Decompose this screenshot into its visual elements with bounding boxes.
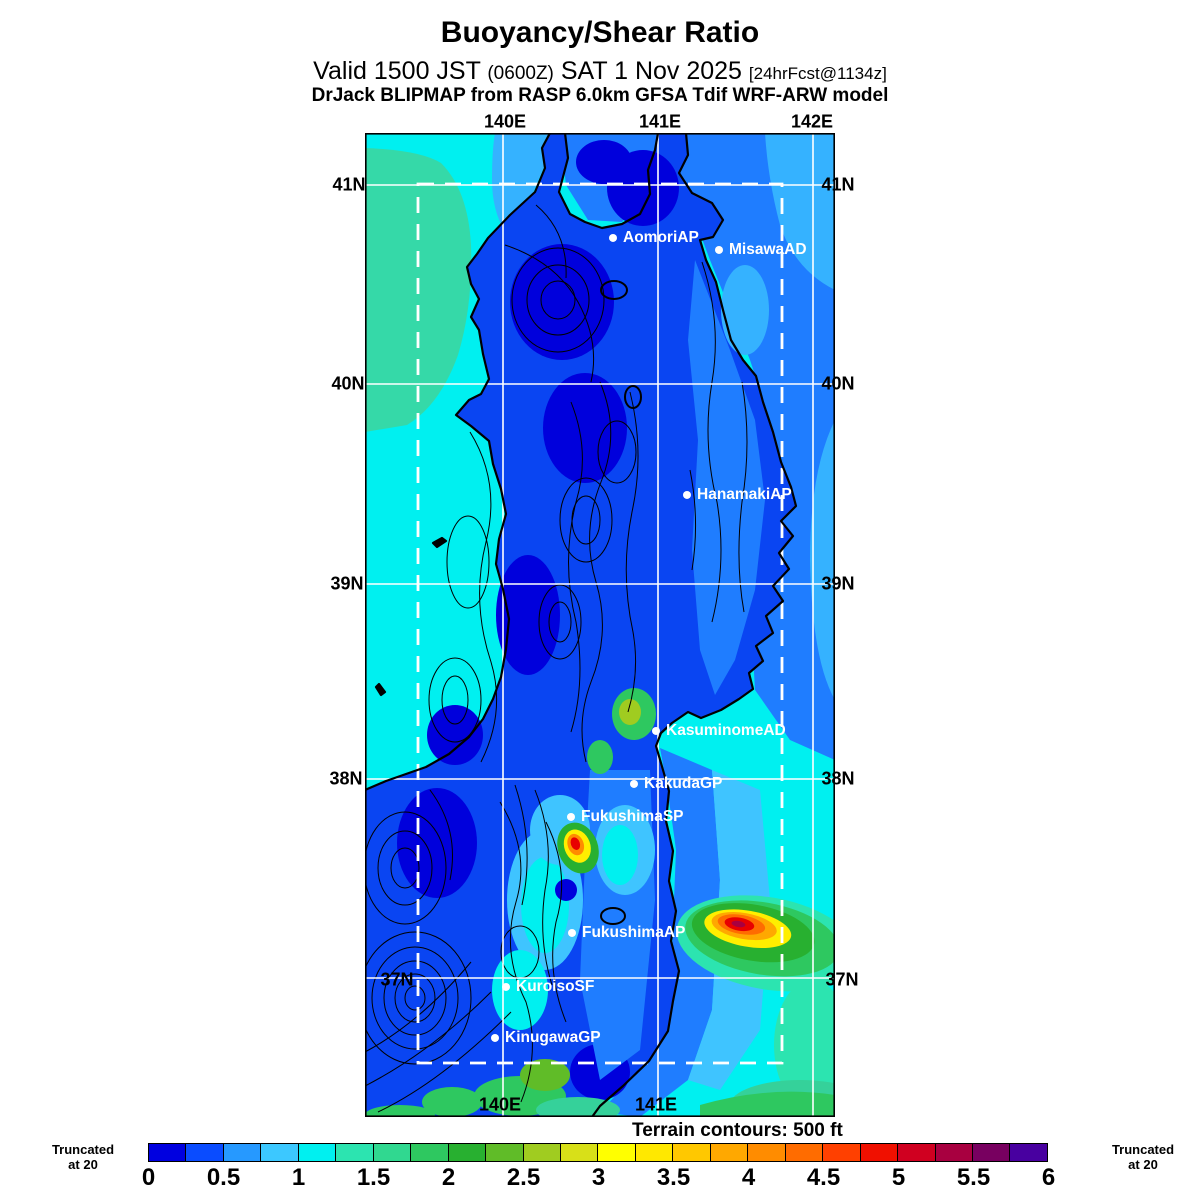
- colorbar-cell: [823, 1144, 861, 1161]
- colorbar-cell: [560, 1144, 599, 1161]
- island: [431, 536, 448, 549]
- truncated-note-left: Truncated at 20: [51, 1142, 115, 1172]
- colorbar-tick-6: 6: [1041, 1164, 1056, 1191]
- colorbar: [148, 1143, 1048, 1162]
- lake-outline: [624, 385, 642, 409]
- colorbar-cell: [710, 1144, 749, 1161]
- axis-label-140e: 140E: [483, 111, 527, 132]
- colorbar-tick-2: 2: [441, 1164, 456, 1191]
- colorbar-cell: [223, 1144, 262, 1161]
- colorbar-tick-0.5: 0.5: [206, 1164, 241, 1191]
- colorbar-cell: [598, 1144, 636, 1161]
- coastline: [364, 132, 798, 1118]
- valid-prefix: Valid 1500 JST: [313, 57, 488, 85]
- colorbar-tick-2.5: 2.5: [506, 1164, 541, 1191]
- colorbar-cell: [635, 1144, 674, 1161]
- map-frame: [358, 132, 870, 1130]
- colorbar-cell: [860, 1144, 899, 1161]
- colorbar-cell: [785, 1144, 824, 1161]
- map-border: [364, 133, 835, 1118]
- valid-time-line: Valid 1500 JST (0600Z) SAT 1 Nov 2025 [2…: [0, 57, 1200, 86]
- colorbar-tick-3: 3: [591, 1164, 606, 1191]
- axis-label-142e: 142E: [790, 111, 834, 132]
- colorbar-tick-4: 4: [741, 1164, 756, 1191]
- axis-label-41n: 41N: [332, 174, 366, 195]
- colorbar-cell: [898, 1144, 936, 1161]
- colorbar-cell: [673, 1144, 711, 1161]
- colorbar-cell: [748, 1144, 786, 1161]
- colorbar-cell: [261, 1144, 299, 1161]
- model-line: DrJack BLIPMAP from RASP 6.0km GFSA Tdif…: [311, 85, 889, 106]
- axis-label-38n: 38N: [329, 768, 363, 789]
- truncated-note-right: Truncated at 20: [1111, 1142, 1175, 1172]
- colorbar-tick-5.5: 5.5: [956, 1164, 991, 1191]
- hotspot-fukushima: [557, 822, 599, 874]
- colorbar-cell: [373, 1144, 412, 1161]
- valid-date: SAT 1 Nov 2025: [553, 57, 749, 85]
- colorbar-cell: [486, 1144, 524, 1161]
- colorbar-cell: [1010, 1144, 1047, 1161]
- axis-label-141e: 141E: [638, 111, 682, 132]
- lake-outline: [600, 280, 628, 300]
- valid-zulu: (0600Z): [487, 63, 554, 84]
- colorbar-cell: [523, 1144, 561, 1161]
- island: [374, 682, 387, 697]
- page-title: Buoyancy/Shear Ratio: [440, 16, 760, 49]
- colorbar-cell: [336, 1144, 374, 1161]
- colorbar-tick-3.5: 3.5: [656, 1164, 691, 1191]
- colorbar-cell: [149, 1144, 187, 1161]
- colorbar-cell: [448, 1144, 487, 1161]
- colorbar-cell: [411, 1144, 449, 1161]
- map-svg: [358, 132, 870, 1130]
- forecast-tag: [24hrFcst@1134z]: [748, 64, 887, 83]
- colorbar-tick-0: 0: [141, 1164, 156, 1191]
- colorbar-cell: [972, 1144, 1011, 1161]
- colorbar-cell: [186, 1144, 224, 1161]
- colorbar-tick-1: 1: [291, 1164, 306, 1191]
- terrain-contours-note: Terrain contours: 500 ft: [632, 1120, 843, 1141]
- colorbar-tick-5: 5: [891, 1164, 906, 1191]
- colorbar-cell: [935, 1144, 973, 1161]
- lake-outline: [600, 907, 626, 925]
- colorbar-tick-4.5: 4.5: [806, 1164, 841, 1191]
- graticule: [365, 133, 835, 1117]
- axis-label-39n: 39N: [330, 573, 364, 594]
- colorbar-cell: [298, 1144, 337, 1161]
- axis-label-40n: 40N: [331, 373, 365, 394]
- colorbar-tick-1.5: 1.5: [356, 1164, 391, 1191]
